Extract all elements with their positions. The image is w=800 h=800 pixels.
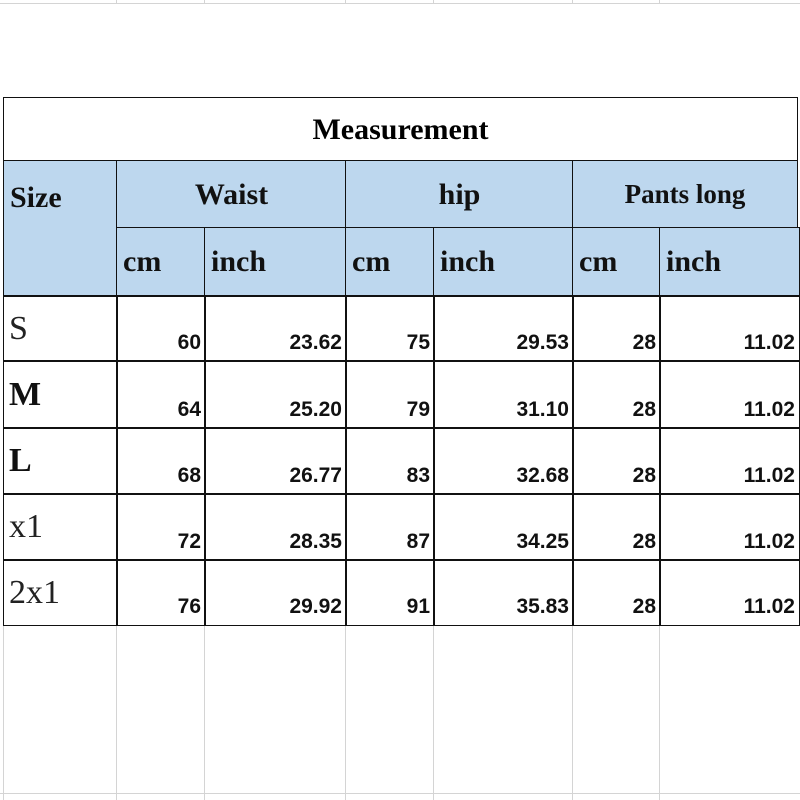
table-cell: 79 — [345, 360, 435, 429]
table-cell: 76 — [116, 559, 206, 626]
gridline — [659, 0, 660, 4]
unit-header: inch — [204, 227, 347, 297]
gridline — [0, 3, 800, 4]
unit-header: cm — [345, 227, 435, 297]
table-cell: 23.62 — [204, 295, 347, 362]
unit-header: inch — [433, 227, 574, 297]
table-cell: 60 — [116, 295, 206, 362]
table-cell: 29.92 — [204, 559, 347, 626]
table-cell: 91 — [345, 559, 435, 626]
gridline — [116, 623, 117, 800]
gridline — [433, 623, 434, 800]
unit-header: cm — [116, 227, 206, 297]
table-cell: 28.35 — [204, 493, 347, 561]
gridline — [572, 0, 573, 4]
size-label: M — [3, 360, 118, 429]
size-label: 2x1 — [3, 559, 118, 626]
table-cell: 28 — [572, 427, 661, 495]
table-cell: 35.83 — [433, 559, 574, 626]
table-cell: 11.02 — [659, 493, 800, 561]
unit-header: cm — [572, 227, 661, 297]
table-cell: 11.02 — [659, 360, 800, 429]
table-cell: 28 — [572, 493, 661, 561]
gridline — [572, 623, 573, 800]
gridline — [659, 623, 660, 800]
table-cell: 87 — [345, 493, 435, 561]
size-label: L — [3, 427, 118, 495]
table-cell: 11.02 — [659, 559, 800, 626]
table-cell: 64 — [116, 360, 206, 429]
unit-header: inch — [659, 227, 800, 297]
size-label: x1 — [3, 493, 118, 561]
waist-header: Waist — [116, 160, 347, 229]
table-cell: 32.68 — [433, 427, 574, 495]
table-cell: 11.02 — [659, 295, 800, 362]
gridline — [433, 0, 434, 4]
table-cell: 31.10 — [433, 360, 574, 429]
table-cell: 11.02 — [659, 427, 800, 495]
table-cell: 68 — [116, 427, 206, 495]
table-cell: 83 — [345, 427, 435, 495]
table-cell: 34.25 — [433, 493, 574, 561]
table-cell: 28 — [572, 559, 661, 626]
table-cell: 28 — [572, 360, 661, 429]
size-label: S — [3, 295, 118, 362]
hip-header: hip — [345, 160, 574, 229]
table-cell: 75 — [345, 295, 435, 362]
table-cell: 29.53 — [433, 295, 574, 362]
pants-long-header: Pants long — [572, 160, 798, 229]
size-header: Size — [3, 160, 118, 297]
table-title: Measurement — [3, 97, 798, 162]
gridline — [0, 793, 800, 794]
gridline — [345, 0, 346, 4]
gridline — [345, 623, 346, 800]
table-cell: 26.77 — [204, 427, 347, 495]
table-cell: 72 — [116, 493, 206, 561]
gridline — [116, 0, 117, 4]
gridline — [204, 0, 205, 4]
gridline — [3, 623, 4, 800]
table-cell: 25.20 — [204, 360, 347, 429]
gridline — [204, 623, 205, 800]
table-cell: 28 — [572, 295, 661, 362]
